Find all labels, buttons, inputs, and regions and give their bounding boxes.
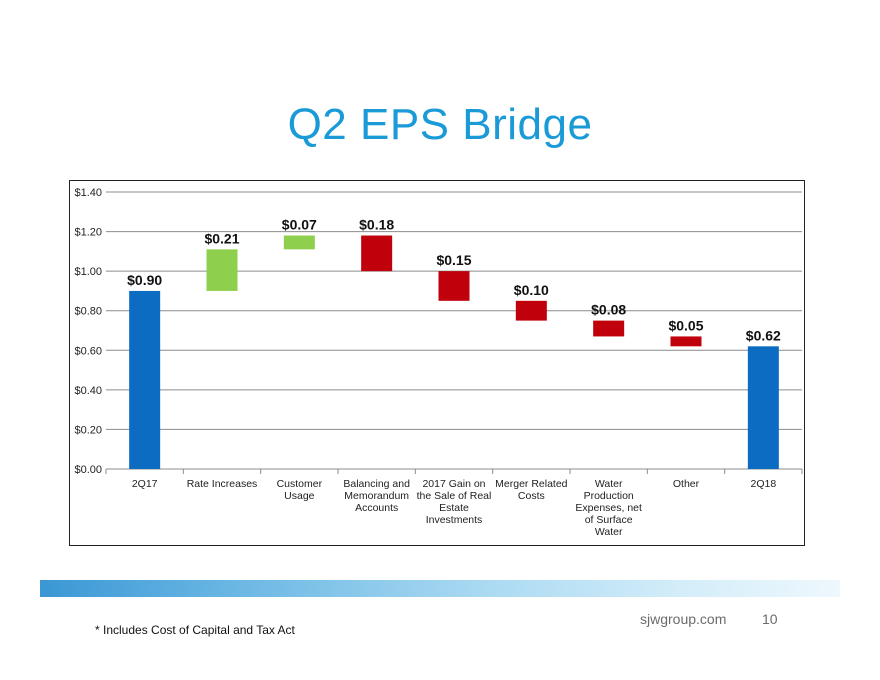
- waterfall-bar: [670, 336, 702, 347]
- data-label: $0.07: [282, 217, 317, 233]
- waterfall-bar: [361, 235, 393, 272]
- data-label: $0.90: [127, 272, 162, 288]
- waterfall-bar: [593, 320, 625, 337]
- waterfall-bar: [515, 300, 547, 321]
- y-tick-label: $0.60: [74, 345, 102, 357]
- y-tick-label: $1.40: [74, 187, 102, 199]
- chart-container: $0.00 $0.20 $0.40 $0.60 $0.80 $1.00 $1.20 $1.40…: [69, 180, 805, 546]
- category-label: Memorandum: [344, 490, 409, 502]
- category-label: Production: [584, 490, 634, 502]
- category-label: Rate Increases: [187, 478, 258, 490]
- y-tick-label: $1.00: [74, 266, 102, 278]
- category-label: of Surface: [585, 514, 633, 526]
- waterfall-bar: [206, 249, 238, 291]
- site-url: sjwgroup.com: [640, 611, 727, 627]
- category-label: 2Q17: [132, 478, 158, 490]
- data-label: $0.10: [514, 282, 549, 298]
- y-tick-label: $0.20: [74, 424, 102, 436]
- category-label: Water: [595, 526, 623, 538]
- data-label: $0.21: [204, 230, 239, 246]
- category-label: Investments: [426, 514, 483, 526]
- category-label: Expenses, net: [575, 502, 642, 514]
- y-tick-label: $0.80: [74, 306, 102, 318]
- data-label: $0.05: [668, 317, 703, 333]
- category-label: Costs: [518, 490, 545, 502]
- category-label: Water: [595, 478, 623, 490]
- waterfall-bar: [438, 271, 470, 301]
- page-number: 10: [762, 611, 778, 627]
- category-label: Estate: [439, 502, 469, 514]
- waterfall-bar: [129, 290, 161, 469]
- data-label: $0.62: [746, 327, 781, 343]
- category-label: Customer: [277, 478, 323, 490]
- category-label: 2017 Gain on: [422, 478, 485, 490]
- data-label: $0.08: [591, 302, 626, 318]
- waterfall-bar: [747, 346, 779, 469]
- category-label: the Sale of Real: [417, 490, 492, 502]
- y-tick-label: $0.40: [74, 385, 102, 397]
- category-label: Merger Related: [495, 478, 568, 490]
- category-label: Accounts: [355, 502, 398, 514]
- slide-title: Q2 EPS Bridge: [287, 100, 593, 149]
- y-tick-label: $1.20: [74, 227, 102, 239]
- eps-bridge-chart: $0.00 $0.20 $0.40 $0.60 $0.80 $1.00 $1.20 $1.40…: [74, 187, 803, 538]
- footnote: * Includes Cost of Capital and Tax Act: [95, 623, 295, 637]
- waterfall-bar: [283, 235, 315, 250]
- decorative-banner: [40, 580, 840, 597]
- category-label: Other: [673, 478, 700, 490]
- data-label: $0.15: [436, 252, 471, 268]
- category-label: Balancing and: [343, 478, 410, 490]
- category-label: 2Q18: [750, 478, 776, 490]
- y-tick-label: $0.00: [74, 464, 102, 476]
- data-label: $0.18: [359, 217, 394, 233]
- category-label: Usage: [284, 490, 315, 502]
